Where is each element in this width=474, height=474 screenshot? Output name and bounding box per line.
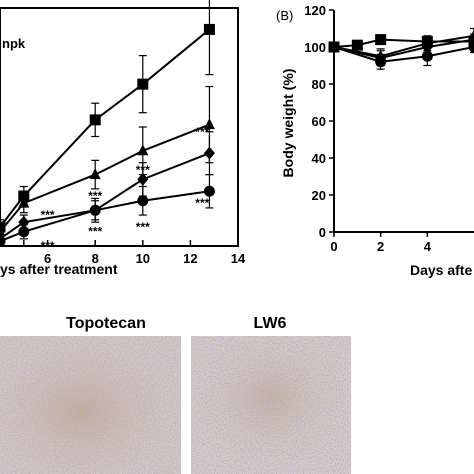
panel-a-point-circle [18,226,30,238]
panel-b-point-circle [468,41,474,53]
panel-a-x-tick-label: 8 [92,251,99,266]
micrograph-lw6 [191,336,351,474]
panel-a-point-circle [203,185,215,197]
panel-b-chart: (B) 0 20 40 60 80 100 120 0 2 4 Body weight (%) D… [276,3,474,278]
panel-a-point-triangle [89,168,101,180]
panel-a-point-triangle [203,118,215,130]
panel-b-y-tick-label: 20 [312,188,326,203]
micrograph-topotecan [0,336,181,474]
panel-b-line-diamond [333,38,474,60]
panel-a-significance-marker: *** [195,196,209,210]
panel-a-legend-text: npk [2,36,26,51]
panel-a-x-tick-label: 12 [183,251,197,266]
panel-b-line-circle [333,46,474,63]
panel-a-point-square [137,78,149,90]
panel-a-significance-marker: *** [88,225,102,239]
photo-panels: Topotecan LW6 [0,315,351,474]
panel-b-label: (B) [276,8,293,23]
panel-a-significance-marker: *** [41,239,55,253]
panel-a-point-circle [89,204,101,216]
panel-b-y-tick-label: 80 [312,77,326,92]
panel-b-y-tick-label: 60 [312,114,326,129]
panel-b-y-tick-label: 120 [304,3,326,18]
photo-label-topotecan: Topotecan [66,315,146,332]
panel-b-point-square [351,39,363,51]
panel-b-y-tick-label: 100 [304,40,326,55]
panel-a-point-triangle [18,196,30,208]
panel-a-significance: *** *** *** *** *** *** *** *** [41,125,210,253]
panel-a-point-square [203,23,215,35]
panel-b-x-tick-label: 4 [424,239,432,254]
panel-b-point-square [375,34,387,46]
panel-a-point-square [89,114,101,126]
panel-b-x-axis-title: Days afte [410,262,472,278]
panel-a-significance-marker: *** [136,163,150,177]
panel-b-x-tick-label: 0 [330,239,337,254]
photo-label-lw6: LW6 [254,315,287,332]
panel-a-significance-marker: *** [195,125,209,139]
panel-a-point-diamond [137,172,149,186]
panel-a-line-circle [0,190,210,243]
panel-a-line-square [0,28,211,228]
panel-b-y-tick-label: 40 [312,151,326,166]
panel-a-point-triangle [137,144,149,156]
panel-a-series [0,0,215,247]
panel-a-point-diamond [203,146,215,160]
panel-a-significance-marker: *** [88,189,102,203]
panel-a-point-circle [137,195,149,207]
panel-a-significance-marker: *** [136,220,150,234]
panel-b-x-tick-label: 2 [377,239,384,254]
panel-b-point-circle [375,56,387,68]
panel-a-significance-marker: *** [41,208,55,222]
panel-b-series [328,27,474,70]
panel-a-plot-frame [0,7,239,247]
panel-a-x-axis-title: ys after treatment [0,261,118,277]
panel-a-x-tick-label: 14 [231,251,246,266]
panel-a-line-triangle [0,123,210,233]
panel-b-point-circle [328,41,340,53]
panel-a-point-circle [0,235,6,247]
panel-a-point-diamond [18,215,30,229]
panel-b-point-circle [421,50,433,62]
panel-a-x-axis: 6 8 10 12 14 [0,240,246,266]
panel-a-x-tick-label: 10 [136,251,150,266]
panel-b-y-axis-title: Body weight (%) [280,69,296,178]
panel-a-chart: npk 6 8 10 12 14 *** *** *** *** *** *** *** *** ys… [0,0,246,277]
panel-a-point-triangle [0,225,6,237]
panel-b-y-tick-label: 0 [319,225,326,240]
panel-a-x-tick-label: 6 [44,251,51,266]
